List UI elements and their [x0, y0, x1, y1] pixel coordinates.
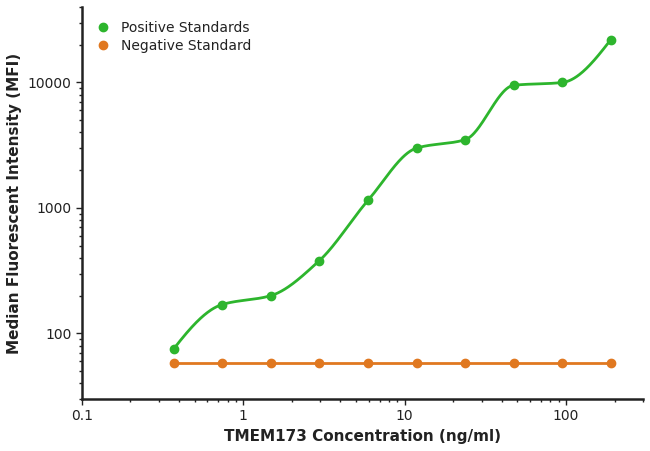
Positive Standards [462, 137, 469, 143]
Positive Standards [364, 198, 372, 203]
Negative Standard [413, 360, 421, 366]
Negative Standard [607, 360, 615, 366]
Negative Standard [364, 360, 372, 366]
Negative Standard [218, 360, 226, 366]
Positive Standards [510, 83, 517, 88]
Line: Negative Standard: Negative Standard [170, 359, 615, 367]
Negative Standard [462, 360, 469, 366]
Positive Standards [558, 80, 566, 85]
Y-axis label: Median Fluorescent Intensity (MFI): Median Fluorescent Intensity (MFI) [7, 52, 22, 354]
Negative Standard [170, 360, 177, 366]
Positive Standards [218, 302, 226, 307]
Legend: Positive Standards, Negative Standard: Positive Standards, Negative Standard [89, 14, 258, 60]
Negative Standard [315, 360, 323, 366]
Negative Standard [510, 360, 517, 366]
Positive Standards [266, 293, 274, 299]
X-axis label: TMEM173 Concentration (ng/ml): TMEM173 Concentration (ng/ml) [224, 429, 501, 444]
Positive Standards [607, 37, 615, 42]
Positive Standards [170, 346, 177, 352]
Negative Standard [266, 360, 274, 366]
Positive Standards [413, 145, 421, 151]
Negative Standard [558, 360, 566, 366]
Line: Positive Standards: Positive Standards [170, 35, 615, 353]
Positive Standards [315, 258, 323, 263]
